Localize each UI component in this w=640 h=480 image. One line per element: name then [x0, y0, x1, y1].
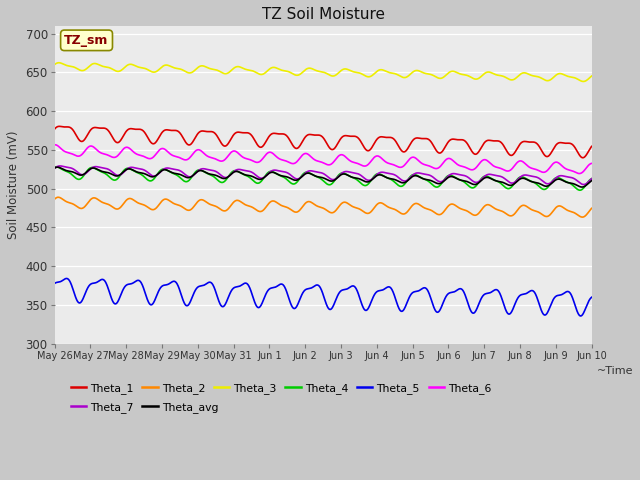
Text: ~Time: ~Time: [597, 366, 634, 376]
Y-axis label: Soil Moisture (mV): Soil Moisture (mV): [7, 131, 20, 239]
Title: TZ Soil Moisture: TZ Soil Moisture: [262, 7, 385, 22]
Legend: Theta_7, Theta_avg: Theta_7, Theta_avg: [71, 402, 218, 413]
Text: TZ_sm: TZ_sm: [65, 34, 109, 47]
